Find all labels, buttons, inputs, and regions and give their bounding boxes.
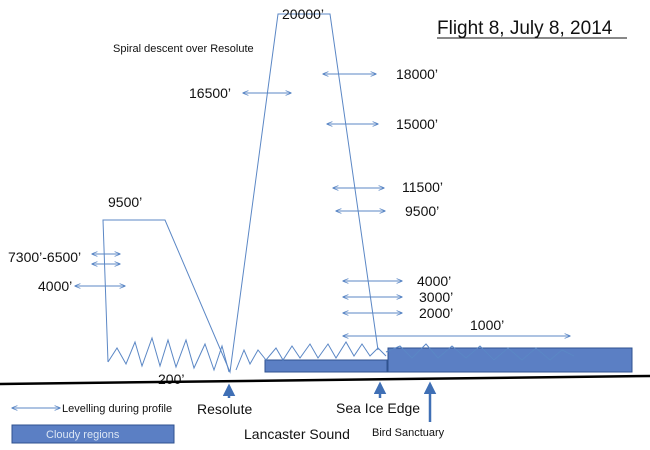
- place-label-lancaster-sound: Lancaster Sound: [244, 426, 350, 442]
- altitude-label-3000: 3000’: [419, 289, 453, 305]
- legend-levelling-label: Levelling during profile: [62, 403, 172, 415]
- low-level-zigzag-middle: [235, 341, 387, 371]
- altitude-label-4000-east: 4000’: [417, 273, 451, 289]
- altitude-label-7300-6500: 7300’-6500’: [8, 249, 81, 265]
- cloud-region-1: [264, 359, 388, 373]
- altitude-label-18000: 18000’: [396, 66, 438, 82]
- altitude-label-9500-west: 9500’: [108, 194, 142, 210]
- legend-cloudy-swatch: [11, 424, 175, 444]
- altitude-label-4000-west: 4000’: [38, 278, 72, 294]
- altitude-label-11500: 11500’: [402, 179, 443, 195]
- cloud-region-2: [387, 347, 633, 373]
- legend-cloudy-label: Cloudy regions: [46, 429, 120, 441]
- levelling-arrows: [75, 74, 570, 336]
- place-label-bird-sanctuary: Bird Sanctuary: [372, 427, 445, 439]
- altitude-label-200: 200’: [158, 371, 184, 387]
- altitude-label-2000: 2000’: [419, 305, 453, 321]
- low-level-zigzag-east: [385, 343, 575, 361]
- flight-path: [102, 13, 379, 374]
- spiral-descent-note: Spiral descent over Resolute: [113, 43, 254, 55]
- altitude-label-1000: 1000’: [470, 317, 504, 333]
- place-label-resolute: Resolute: [197, 401, 252, 417]
- altitude-label-9500-east: 9500’: [405, 203, 439, 219]
- ground-line: [0, 374, 650, 386]
- place-label-sea-ice-edge: Sea Ice Edge: [336, 400, 420, 416]
- altitude-label-20000: 20000’: [282, 6, 324, 22]
- altitude-label-15000: 15000’: [396, 116, 438, 132]
- altitude-label-16500: 16500’: [189, 85, 231, 101]
- diagram-title: Flight 8, July 8, 2014: [437, 18, 613, 39]
- low-level-zigzag-west: [107, 336, 230, 373]
